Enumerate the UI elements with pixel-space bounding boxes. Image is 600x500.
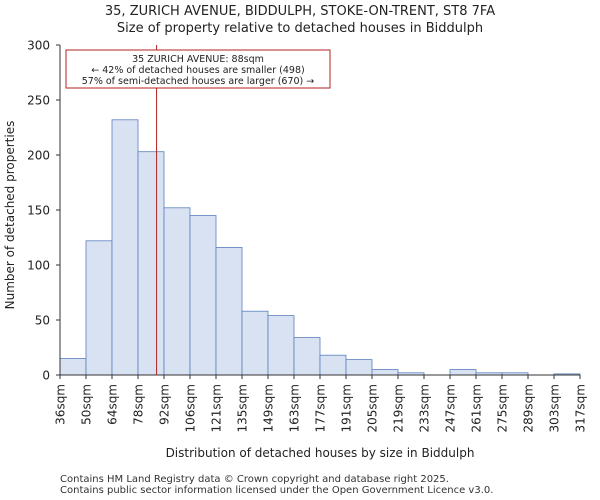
y-tick-label: 100	[27, 259, 50, 273]
histogram-bar	[371, 369, 399, 376]
y-tick-label: 250	[27, 94, 50, 108]
y-tick-label: 150	[27, 204, 50, 218]
x-axis: 36sqm 50sqm 64sqm 78sqm 92sqm 106sqm 121sqm 135…	[54, 374, 588, 432]
footer-line-1: Contains HM Land Registry data © Crown c…	[60, 474, 449, 485]
x-tick-label: 64sqm	[106, 384, 120, 425]
x-tick-label: 261sqm	[470, 384, 484, 432]
chart-subtitle: Size of property relative to detached ho…	[116, 21, 484, 36]
x-tick-label: 177sqm	[314, 384, 328, 432]
x-tick-label: 36sqm	[54, 384, 68, 425]
x-tick-label: 233sqm	[418, 384, 432, 432]
histogram-bar	[449, 369, 477, 376]
x-axis-label: Distribution of detached houses by size …	[166, 446, 475, 460]
x-tick-label: 317sqm	[574, 384, 588, 432]
x-tick-label: 219sqm	[392, 384, 406, 432]
bars-group	[59, 119, 581, 376]
footer: Contains HM Land Registry data © Crown c…	[60, 474, 493, 496]
x-tick-label: 275sqm	[496, 384, 510, 432]
x-tick-label: 289sqm	[522, 384, 536, 432]
x-tick-label: 163sqm	[288, 384, 302, 432]
chart-title: 35, ZURICH AVENUE, BIDDULPH, STOKE-ON-TR…	[104, 4, 496, 19]
histogram-bar	[137, 151, 165, 376]
annotation-box	[65, 49, 331, 89]
x-tick-label: 78sqm	[132, 384, 146, 425]
annotation-line-3: 57% of semi-detached houses are larger (…	[82, 76, 315, 87]
histogram-bar	[345, 359, 373, 376]
x-tick-label: 121sqm	[210, 384, 224, 432]
histogram-bar	[85, 240, 113, 376]
histogram-bar	[189, 215, 217, 376]
chart-title-block: 35, ZURICH AVENUE, BIDDULPH, STOKE-ON-TR…	[0, 3, 600, 37]
y-axis-label: Number of detached properties	[3, 121, 17, 310]
y-tick-label: 50	[35, 314, 50, 328]
annotation-line-2: ← 42% of detached houses are smaller (49…	[91, 65, 304, 76]
histogram-bar	[241, 310, 269, 376]
x-tick-label: 106sqm	[184, 384, 198, 432]
x-tick-label: 50sqm	[80, 384, 94, 425]
x-tick-label: 135sqm	[236, 384, 250, 432]
y-tick-label: 0	[42, 369, 50, 383]
histogram-bar	[59, 358, 87, 376]
x-tick-label: 191sqm	[340, 384, 354, 432]
y-tick-label: 300	[27, 39, 50, 53]
x-tick-label: 149sqm	[262, 384, 276, 432]
histogram-bar	[319, 354, 347, 376]
histogram-bar	[267, 315, 295, 376]
x-tick-label: 303sqm	[548, 384, 562, 432]
histogram-bar	[215, 246, 243, 376]
histogram-bar	[163, 207, 191, 376]
y-tick-label: 200	[27, 149, 50, 163]
annotation-line-1: 35 ZURICH AVENUE: 88sqm	[132, 54, 264, 65]
histogram-bar	[293, 337, 321, 376]
footer-line-2: Contains public sector information licen…	[60, 485, 494, 496]
x-tick-label: 205sqm	[366, 384, 380, 432]
x-tick-label: 247sqm	[444, 384, 458, 432]
histogram-bar	[111, 119, 139, 376]
y-axis: 0 50 100 150 200 250 300	[27, 39, 61, 383]
x-tick-label: 92sqm	[158, 384, 172, 425]
